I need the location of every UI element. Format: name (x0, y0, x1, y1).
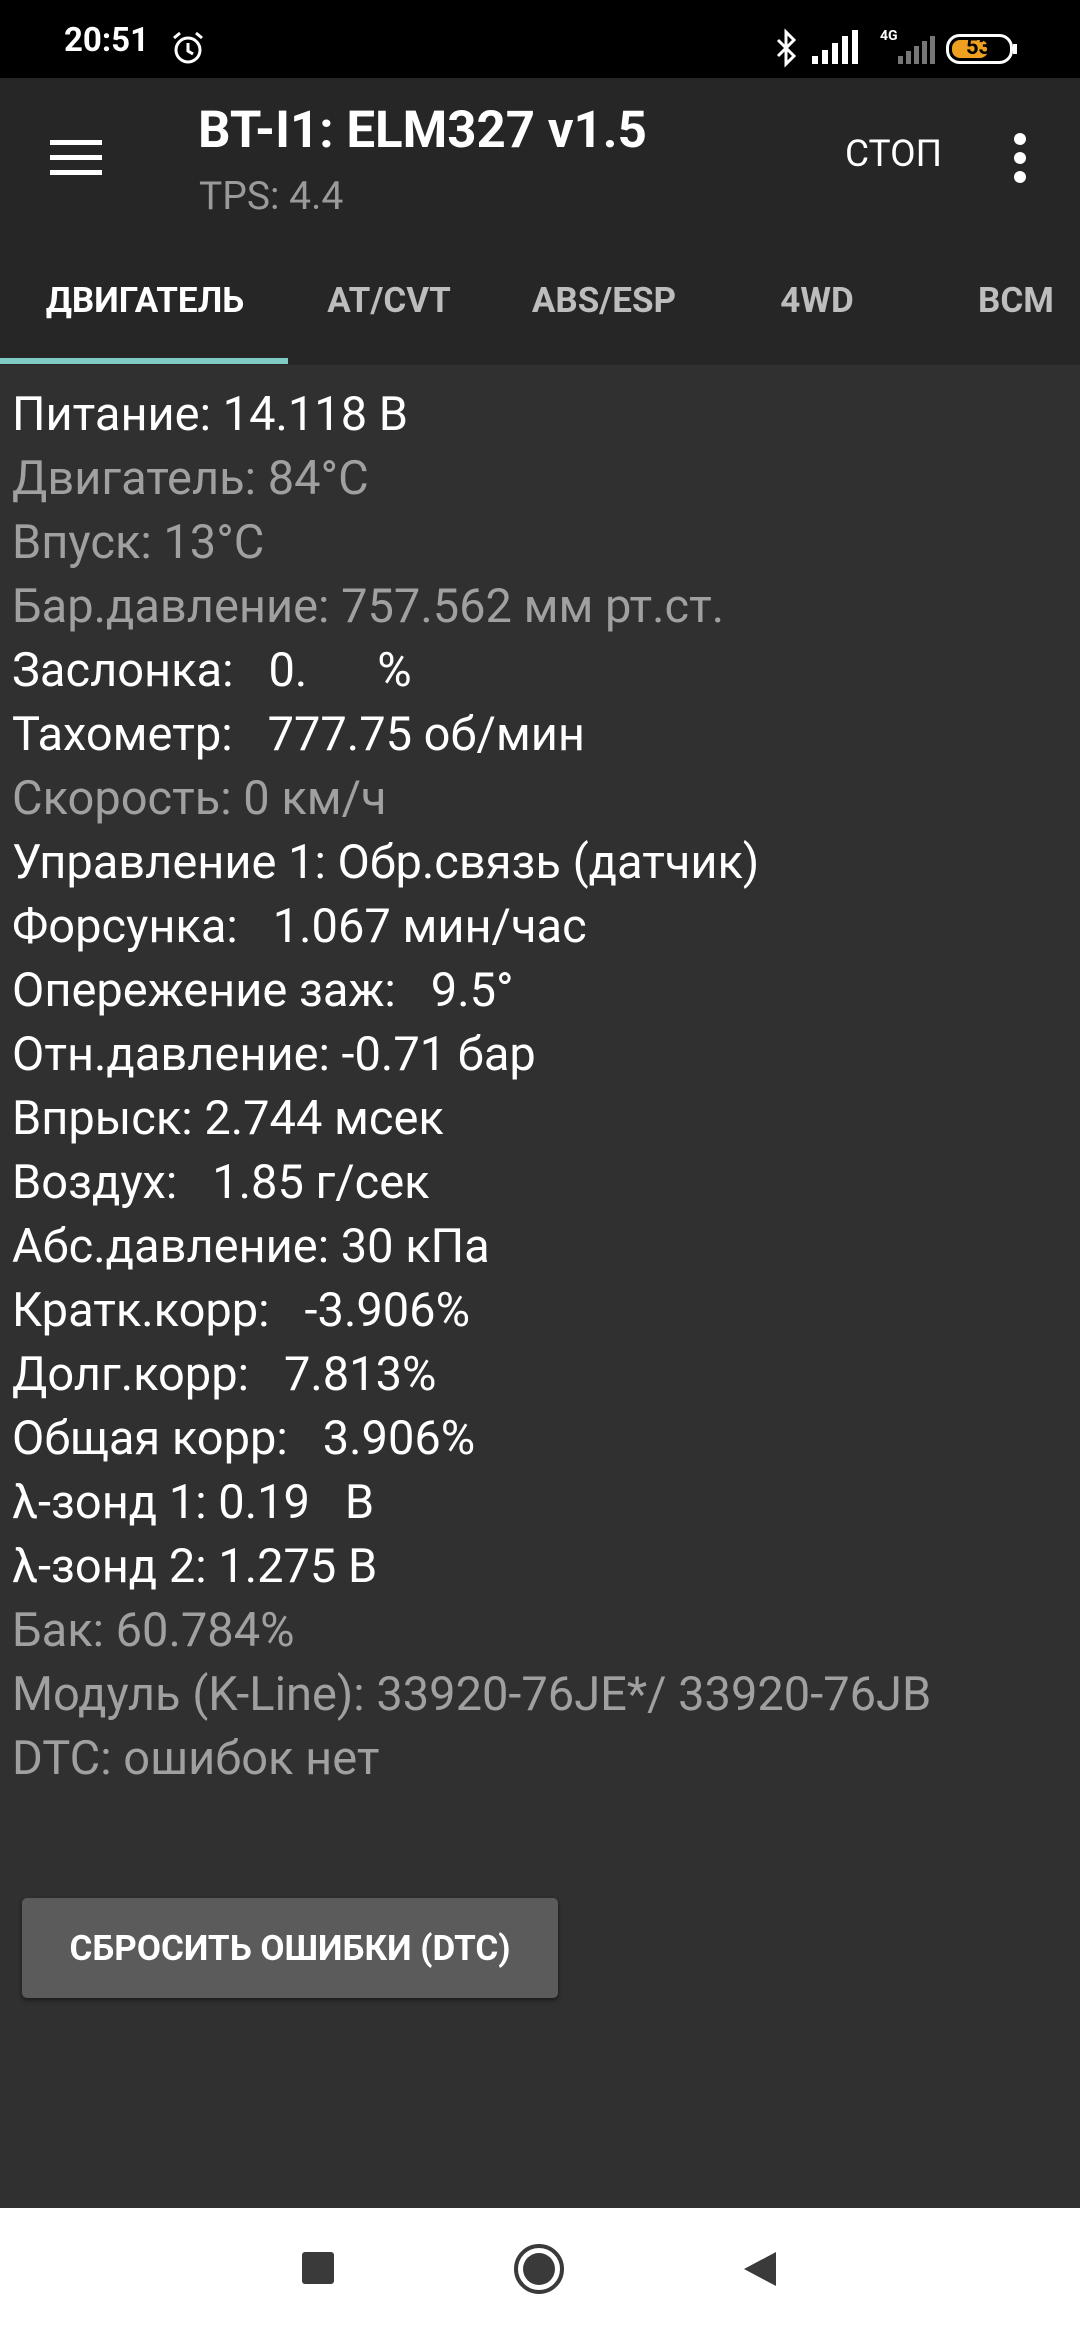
reading-line: Питание: 14.118 В (12, 387, 409, 442)
reset-dtc-button[interactable]: СБРОСИТЬ ОШИБКИ (DTC) (22, 1898, 558, 1998)
battery-icon (946, 34, 1017, 64)
app-title: BT-I1: ELM327 v1.5 (198, 101, 647, 160)
status-bar: 20:51 4G 53 (0, 0, 1080, 78)
reading-line: Воздух: 1.85 г/сек (12, 1155, 430, 1210)
reading-line: Заслонка: 0. % (12, 643, 412, 698)
alarm-icon (173, 31, 203, 64)
reading-line: Отн.давление: -0.71 бар (12, 1027, 536, 1082)
tab-bar: ДВИГАТЕЛЬ AT/CVT ABS/ESP 4WD BCM (0, 254, 1080, 365)
reading-line: Двигатель: 84°C (12, 451, 369, 506)
menu-button[interactable] (50, 138, 104, 178)
tab[interactable]: 4WD (780, 280, 854, 321)
reading-line: Бар.давление: 757.562 мм рт.ст. (12, 579, 725, 634)
app-bar: BT-I1: ELM327 v1.5 TPS: 4.4 СТОП (0, 78, 1080, 254)
bluetooth-icon (776, 28, 797, 68)
signal-icon (812, 30, 858, 64)
reading-line: λ-зонд 2: 1.275 В (12, 1539, 378, 1594)
reading-line: Управление 1: Обр.связь (датчик) (12, 835, 760, 890)
reading-line: Модуль (K-Line): 33920-76JE*/ 33920-76JB (12, 1667, 932, 1722)
tab[interactable]: AT/CVT (327, 280, 451, 321)
stop-button[interactable]: СТОП (845, 133, 942, 176)
home-button[interactable] (512, 2242, 566, 2296)
navigation-bar (0, 2208, 1080, 2340)
tab-indicator (0, 358, 288, 364)
reading-line: Скорость: 0 км/ч (12, 771, 387, 826)
recents-button[interactable] (298, 2248, 338, 2288)
reading-line: Общая корр: 3.906% (12, 1411, 476, 1466)
reading-line: Впрыск: 2.744 мсек (12, 1091, 444, 1146)
reading-line: Кратк.корр: -3.906% (12, 1283, 470, 1338)
signal-icon-2 (898, 36, 935, 64)
reading-line: Тахометр: 777.75 об/мин (12, 707, 585, 762)
reading-line: Впуск: 13°C (12, 515, 265, 570)
tab[interactable]: ДВИГАТЕЛЬ (45, 280, 245, 321)
reading-line: Долг.корр: 7.813% (12, 1347, 437, 1402)
reading-line: Абс.давление: 30 кПа (12, 1219, 490, 1274)
reading-line: DTC: ошибок нет (12, 1731, 380, 1786)
clock: 20:51 (64, 21, 150, 60)
overflow-menu[interactable] (1010, 132, 1030, 184)
readings: Питание: 14.118 В Двигатель: 84°C Впуск: 1… (12, 383, 1072, 1791)
reading-line: Бак: 60.784% (12, 1603, 295, 1658)
reading-line: Опережение заж: 9.5° (12, 963, 514, 1018)
app-subtitle: TPS: 4.4 (199, 173, 344, 219)
reading-line: Форсунка: 1.067 мин/час (12, 899, 587, 954)
tab[interactable]: ABS/ESP (531, 280, 677, 321)
tab[interactable]: BCM (978, 280, 1054, 321)
battery-level: 53 (966, 35, 992, 60)
reading-line: λ-зонд 1: 0.19 В (12, 1475, 375, 1530)
back-button[interactable] (740, 2248, 780, 2290)
network-type: 4G (880, 28, 898, 44)
